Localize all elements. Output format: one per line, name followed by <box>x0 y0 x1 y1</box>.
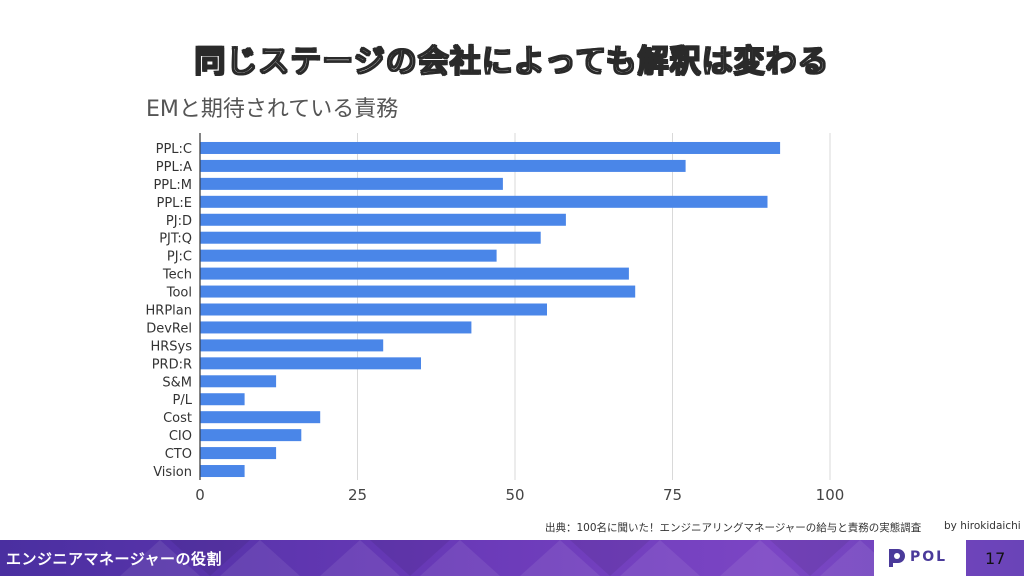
bar <box>200 321 472 334</box>
bar <box>200 285 636 298</box>
category-label: HRSys <box>150 339 192 354</box>
bar <box>200 213 566 226</box>
chart-title: EMと期待されている責務 <box>146 97 399 122</box>
triangle-pattern <box>120 540 900 576</box>
page-number: 17 <box>985 549 1006 568</box>
bar <box>200 375 277 388</box>
bar <box>200 303 547 316</box>
x-tick-label: 50 <box>505 486 524 504</box>
category-label: PJ:D <box>166 214 192 229</box>
category-label: PPL:M <box>153 178 192 193</box>
logo-text: POL <box>910 549 948 565</box>
category-label: PPL:E <box>156 196 192 211</box>
bar <box>200 195 768 208</box>
x-tick-label: 25 <box>348 486 367 504</box>
bar <box>200 267 629 280</box>
bar <box>200 447 277 460</box>
bar <box>200 393 245 406</box>
category-label: P/L <box>173 393 193 408</box>
category-label: DevRel <box>146 321 192 336</box>
pol-logo-icon <box>889 549 905 567</box>
category-label: Vision <box>153 465 192 480</box>
bar <box>200 429 302 442</box>
bar <box>200 465 245 478</box>
category-label: CIO <box>169 429 192 444</box>
bar <box>200 249 497 262</box>
category-label: PPL:A <box>156 160 192 175</box>
x-tick-label: 100 <box>816 486 845 504</box>
category-label: PPL:C <box>156 142 192 157</box>
x-tick-label: 0 <box>195 486 205 504</box>
bar <box>200 339 384 352</box>
bar <box>200 231 541 244</box>
pol-logo: POL <box>874 540 966 576</box>
credit-note: by hirokidaichi <box>944 520 1021 532</box>
bar <box>200 141 781 154</box>
bar <box>200 357 421 370</box>
category-label: Tool <box>166 286 192 301</box>
x-tick-label: 75 <box>663 486 682 504</box>
footer-label: エンジニアマネージャーの役割 <box>6 550 222 568</box>
bar <box>200 177 503 190</box>
category-label: Cost <box>163 411 192 426</box>
slide-title: 同じステージの会社によっても解釈は変わる <box>194 43 830 80</box>
category-label: CTO <box>165 447 192 462</box>
category-label: Tech <box>162 268 192 283</box>
bar <box>200 411 321 424</box>
category-label: PRD:R <box>152 357 192 372</box>
category-label: PJ:C <box>167 250 192 265</box>
source-note: 出典：100名に聞いた！エンジニアリングマネージャーの給与と責務の実態調査 <box>545 522 922 534</box>
bar <box>200 159 686 172</box>
category-label: S&M <box>162 375 192 390</box>
footer-bar: エンジニアマネージャーの役割 POL 17 <box>0 540 1024 576</box>
category-label: PJT:Q <box>159 232 192 247</box>
category-label: HRPlan <box>146 304 192 319</box>
